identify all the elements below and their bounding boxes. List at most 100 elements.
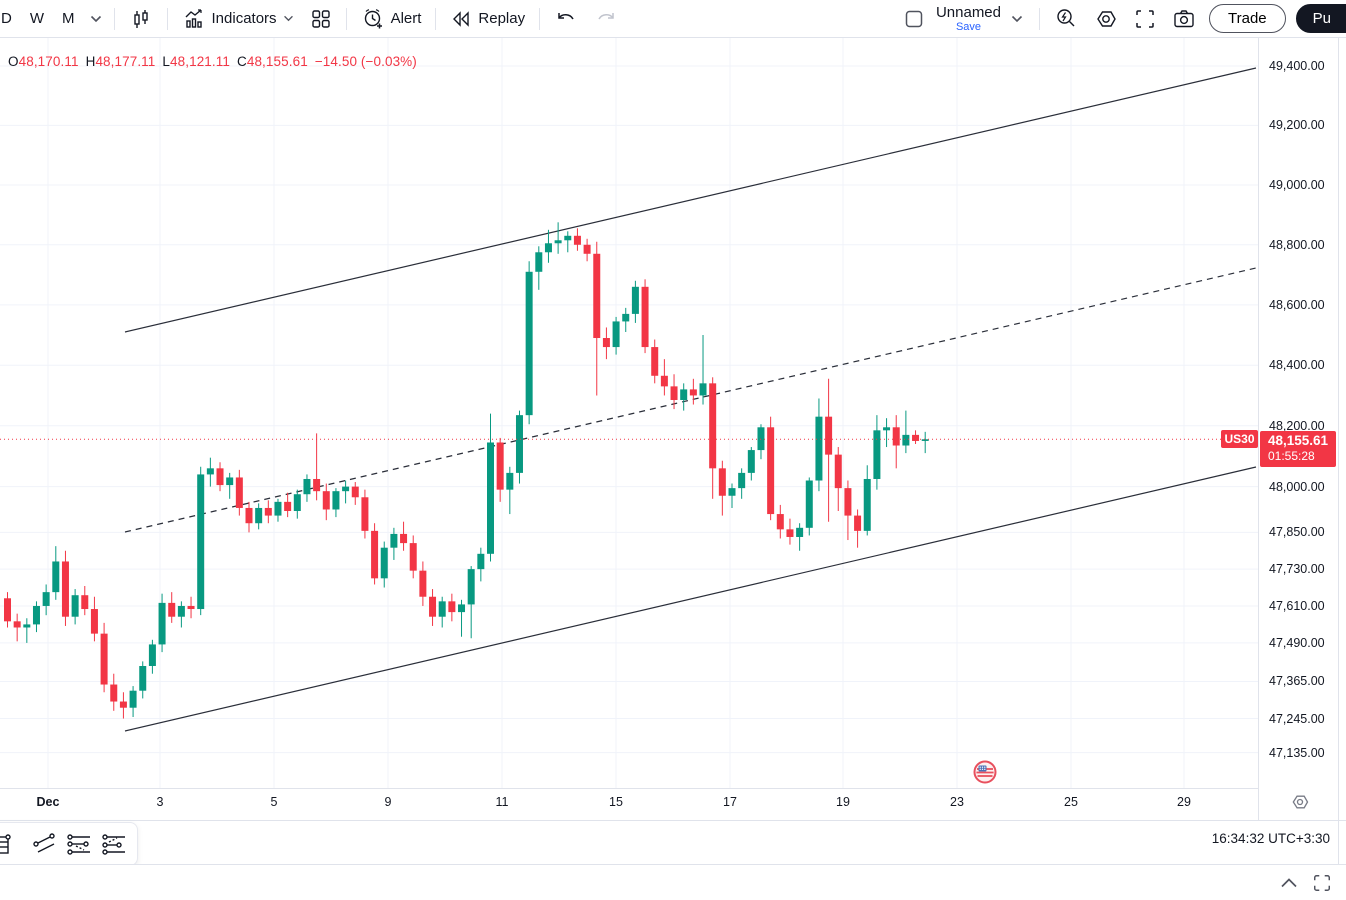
- candle-body[interactable]: [477, 553, 485, 570]
- candle-body[interactable]: [515, 415, 523, 473]
- candle-body[interactable]: [506, 472, 514, 490]
- candle-body[interactable]: [573, 235, 581, 245]
- candle-body[interactable]: [448, 601, 456, 613]
- channel-midline-dashed[interactable]: [124, 267, 1257, 533]
- candle-body[interactable]: [400, 533, 408, 544]
- candle-body[interactable]: [709, 383, 717, 469]
- candle-body[interactable]: [747, 450, 755, 473]
- session-clock[interactable]: 16:34:32 UTC+3:30: [1211, 831, 1330, 846]
- timeframe-w-button[interactable]: W: [29, 10, 45, 27]
- candle-body[interactable]: [757, 427, 765, 451]
- candle-body[interactable]: [844, 488, 852, 516]
- candle-body[interactable]: [670, 386, 678, 400]
- quick-search-icon[interactable]: [1046, 4, 1086, 34]
- candle-body[interactable]: [42, 592, 50, 606]
- candle-body[interactable]: [622, 313, 630, 322]
- candle-body[interactable]: [419, 570, 427, 597]
- candle-body[interactable]: [61, 561, 69, 617]
- candle-body[interactable]: [284, 501, 292, 512]
- candle-body[interactable]: [776, 514, 784, 530]
- candle-body[interactable]: [438, 601, 446, 617]
- candle-body[interactable]: [602, 338, 610, 348]
- candle-body[interactable]: [255, 507, 263, 524]
- parallel-channel-tool-icon[interactable]: [30, 829, 60, 859]
- candle-body[interactable]: [487, 442, 494, 554]
- candle-body[interactable]: [767, 427, 775, 515]
- candle-body[interactable]: [912, 434, 920, 441]
- candle-body[interactable]: [81, 595, 89, 610]
- candle-body[interactable]: [235, 477, 243, 508]
- candle-body[interactable]: [699, 383, 707, 396]
- candle-body[interactable]: [177, 605, 185, 617]
- candle-body[interactable]: [873, 430, 881, 479]
- candle-body[interactable]: [197, 474, 205, 610]
- candle-body[interactable]: [206, 468, 214, 475]
- candle-body[interactable]: [100, 633, 108, 685]
- candle-body[interactable]: [32, 605, 40, 625]
- pattern-tool-icon[interactable]: [0, 829, 25, 859]
- indicators-button[interactable]: Indicators: [174, 4, 302, 34]
- candle-body[interactable]: [332, 491, 340, 510]
- layout-checkbox-icon[interactable]: [904, 9, 924, 29]
- expand-panel-chevron-up-icon[interactable]: [1280, 877, 1298, 889]
- candle-body[interactable]: [322, 491, 330, 510]
- trade-button[interactable]: Trade: [1209, 4, 1286, 33]
- timeframe-chevron-down-icon[interactable]: [90, 15, 102, 23]
- candle-body[interactable]: [226, 477, 234, 486]
- candle-body[interactable]: [496, 442, 504, 490]
- candle-body[interactable]: [738, 472, 746, 489]
- candle-body[interactable]: [680, 389, 688, 400]
- candle-body[interactable]: [139, 666, 147, 691]
- candle-body[interactable]: [390, 533, 398, 548]
- candle-body[interactable]: [313, 478, 321, 492]
- candle-body[interactable]: [371, 530, 379, 579]
- candle-body[interactable]: [23, 624, 31, 628]
- chart-style-candles-icon[interactable]: [121, 4, 161, 34]
- candle-body[interactable]: [805, 480, 813, 528]
- horizontal-ray-tool-icon[interactable]: [64, 829, 94, 859]
- channel-trendline[interactable]: [124, 67, 1257, 333]
- candle-body[interactable]: [216, 468, 224, 486]
- candle-body[interactable]: [718, 468, 726, 496]
- candle-body[interactable]: [554, 240, 562, 244]
- candle-body[interactable]: [264, 507, 272, 516]
- candle-body[interactable]: [71, 595, 79, 617]
- candle-body[interactable]: [245, 507, 253, 524]
- candle-body[interactable]: [593, 253, 601, 339]
- candle-body[interactable]: [90, 609, 98, 634]
- candle-body[interactable]: [689, 389, 697, 396]
- candle-body[interactable]: [342, 486, 350, 492]
- candle-body[interactable]: [13, 621, 21, 628]
- candle-body[interactable]: [525, 271, 533, 416]
- layout-chevron-down-icon[interactable]: [1011, 15, 1023, 23]
- candle-body[interactable]: [4, 598, 11, 622]
- candle-body[interactable]: [119, 701, 127, 708]
- candle-body[interactable]: [129, 690, 137, 708]
- candle-body[interactable]: [168, 602, 176, 617]
- candle-body[interactable]: [380, 547, 388, 579]
- trend-line-tool-icon[interactable]: [99, 829, 129, 859]
- layout-templates-icon[interactable]: [302, 4, 340, 34]
- candle-body[interactable]: [303, 478, 311, 495]
- candle-body[interactable]: [158, 602, 166, 645]
- candle-body[interactable]: [786, 529, 794, 537]
- redo-icon[interactable]: [586, 9, 626, 29]
- price-axis[interactable]: 49,400.00 49,200.00 49,000.00 48,800.00 48,6…: [1258, 38, 1338, 820]
- candle-body[interactable]: [409, 543, 417, 571]
- candle-body[interactable]: [825, 416, 833, 455]
- candle-body[interactable]: [564, 235, 572, 241]
- candle-body[interactable]: [467, 569, 475, 605]
- time-axis[interactable]: Dec 3 5 9 11 15 17 19 23 25 29: [0, 788, 1258, 820]
- layout-name-block[interactable]: Unnamed Save: [936, 5, 1001, 33]
- candle-body[interactable]: [148, 644, 156, 667]
- candle-body[interactable]: [854, 515, 862, 531]
- chart-pane[interactable]: O48,170.11 H48,177.11 L48,121.11 C48,155…: [0, 38, 1346, 788]
- camera-snapshot-icon[interactable]: [1164, 4, 1204, 34]
- candle-body[interactable]: [641, 286, 649, 348]
- candle-body[interactable]: [921, 439, 929, 441]
- candle-body[interactable]: [651, 347, 659, 376]
- candle-body[interactable]: [361, 497, 369, 531]
- candle-body[interactable]: [535, 252, 543, 272]
- candle-body[interactable]: [834, 454, 842, 489]
- candle-body[interactable]: [902, 434, 910, 446]
